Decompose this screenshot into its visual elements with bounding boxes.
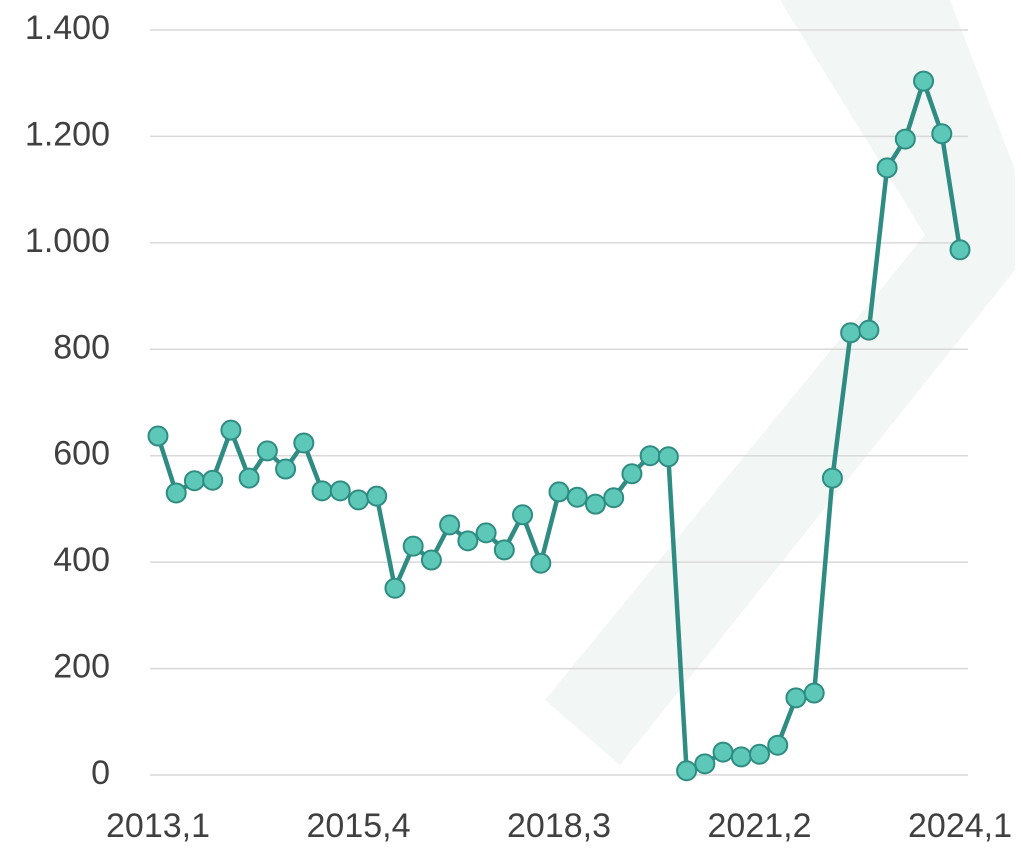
marker [894,128,916,150]
y-tick-label: 0 [91,754,110,792]
marker [366,485,388,507]
y-tick-label: 400 [53,541,110,579]
marker [566,486,588,508]
line [155,78,963,773]
marker [220,419,242,441]
x-tick-label: 2015,4 [307,807,411,845]
y-tick-label: 800 [53,328,110,366]
y-tick-label: 1.200 [25,115,110,153]
marker [931,123,953,145]
marker [512,504,534,526]
marker [311,480,333,502]
x-tick-label: 2024,1 [908,807,1012,845]
marker [183,470,205,492]
marker [256,440,278,462]
marker [493,539,515,561]
marker [439,514,461,536]
y-tick-label: 200 [53,648,110,686]
marker [785,687,807,709]
marker [548,481,570,503]
marker [384,577,406,599]
marker [657,446,679,468]
marker [165,482,187,504]
marker [457,530,479,552]
marker [767,734,789,756]
background-shape [545,0,1015,765]
marker [913,70,935,92]
marker [530,552,552,574]
marker [949,239,971,261]
marker [876,157,898,179]
x-tick-label: 2021,2 [708,807,812,845]
y-tick-label: 600 [53,435,110,473]
marker [147,425,169,447]
marker [329,480,351,502]
marker [202,469,224,491]
marker [712,741,734,763]
marker [420,549,442,571]
marker [238,467,260,489]
x-tick-label: 2013,1 [106,807,210,845]
marker [749,743,770,765]
marker [694,753,716,775]
y-tick-label: 1.400 [25,9,110,47]
y-tick-label: 1.000 [25,222,110,260]
marker [639,445,661,467]
marker [730,746,752,768]
marker [603,487,625,509]
marker [840,322,862,344]
marker [676,760,698,782]
marker [584,493,606,515]
marker [348,489,369,511]
marker [293,432,315,454]
x-tick-label: 2018,3 [507,807,611,845]
marker [858,319,880,341]
marker [621,463,643,485]
marker [402,535,424,557]
marker [275,458,297,480]
marker [821,467,843,489]
marker [803,682,825,704]
marker [475,522,497,544]
